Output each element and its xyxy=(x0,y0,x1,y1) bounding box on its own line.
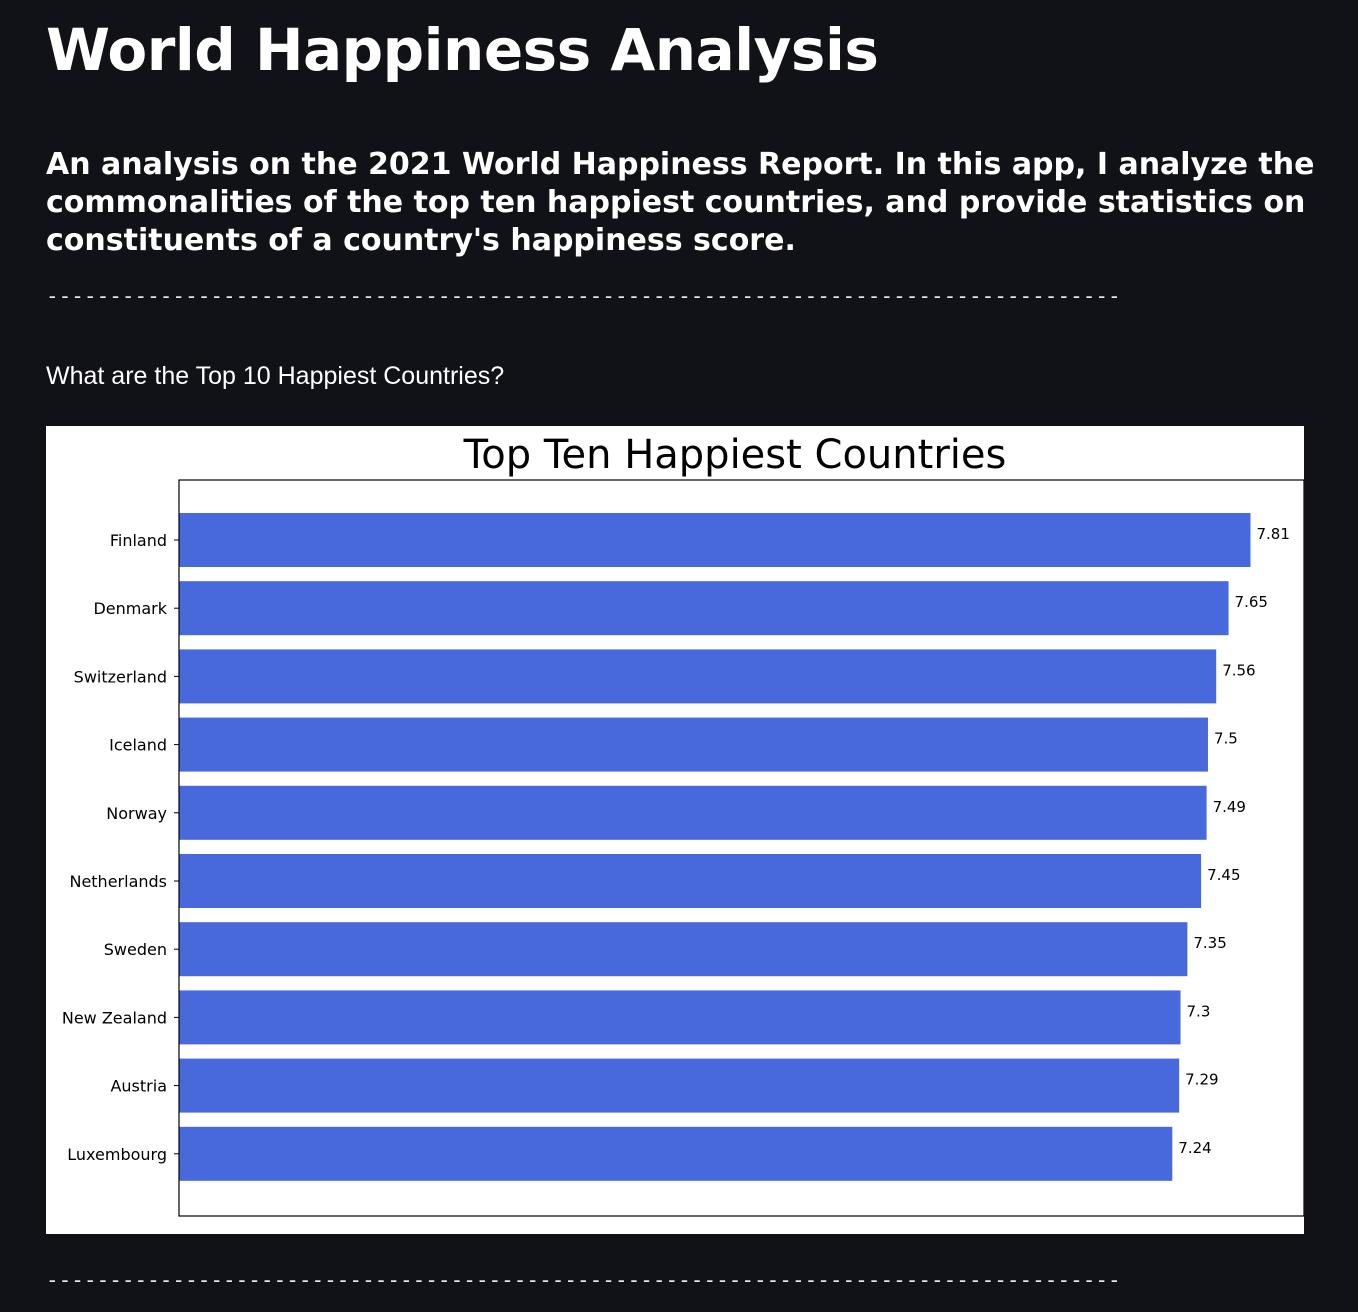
data-label-austria: 7.29 xyxy=(1185,1071,1218,1089)
y-tick-label-new-zealand: New Zealand xyxy=(62,1008,167,1027)
divider-bottom: ----------------------------------------… xyxy=(46,1268,1121,1292)
bar-netherlands xyxy=(179,854,1202,908)
y-tick-label-denmark: Denmark xyxy=(93,599,167,618)
y-tick-label-netherlands: Netherlands xyxy=(69,872,167,891)
bar-new-zealand xyxy=(179,990,1181,1045)
data-label-new-zealand: 7.3 xyxy=(1187,1002,1211,1020)
data-label-finland: 7.81 xyxy=(1256,525,1289,543)
bar-norway xyxy=(179,785,1207,840)
chart-panel: Top Ten Happiest Countries Finland Denmar… xyxy=(46,426,1304,1234)
y-axis-ticks: Finland Denmark Switzerland Iceland Norway Ne… xyxy=(62,531,179,1164)
data-label-luxembourg: 7.24 xyxy=(1178,1139,1211,1157)
data-label-sweden: 7.35 xyxy=(1193,934,1226,952)
plot-frame xyxy=(178,479,1304,1217)
data-label-norway: 7.49 xyxy=(1213,798,1246,816)
data-label-netherlands: 7.45 xyxy=(1207,866,1240,884)
bar-switzerland xyxy=(179,649,1217,704)
y-tick-label-luxembourg: Luxembourg xyxy=(67,1145,167,1164)
data-labels: 7.81 7.65 7.56 7.5 7.49 7.45 7.35 7.3 7.29 7.24 xyxy=(1178,525,1290,1157)
y-tick-label-austria: Austria xyxy=(110,1077,167,1096)
top-ten-bar-chart: Top Ten Happiest Countries Finland Denmar… xyxy=(62,432,1304,1217)
bar-finland xyxy=(179,513,1251,567)
page-subtitle: An analysis on the 2021 World Happiness … xyxy=(46,147,1315,258)
bar-denmark xyxy=(179,581,1229,636)
bar-sweden xyxy=(179,922,1188,977)
bars-group xyxy=(179,513,1251,1181)
y-tick-label-norway: Norway xyxy=(106,804,167,823)
data-label-iceland: 7.5 xyxy=(1214,730,1238,748)
bar-iceland xyxy=(179,717,1208,772)
bar-austria xyxy=(179,1058,1180,1113)
y-tick-label-finland: Finland xyxy=(110,531,167,550)
y-tick-label-switzerland: Switzerland xyxy=(74,667,167,686)
y-tick-label-sweden: Sweden xyxy=(104,940,167,959)
page-title: World Happiness Analysis xyxy=(46,16,879,84)
divider-top: ----------------------------------------… xyxy=(46,284,1121,308)
bar-luxembourg xyxy=(179,1126,1173,1181)
section-question: What are the Top 10 Happiest Countries? xyxy=(46,362,505,390)
data-label-switzerland: 7.56 xyxy=(1222,661,1255,679)
y-tick-label-iceland: Iceland xyxy=(109,736,167,755)
chart-title: Top Ten Happiest Countries xyxy=(463,432,1007,478)
data-label-denmark: 7.65 xyxy=(1235,593,1268,611)
